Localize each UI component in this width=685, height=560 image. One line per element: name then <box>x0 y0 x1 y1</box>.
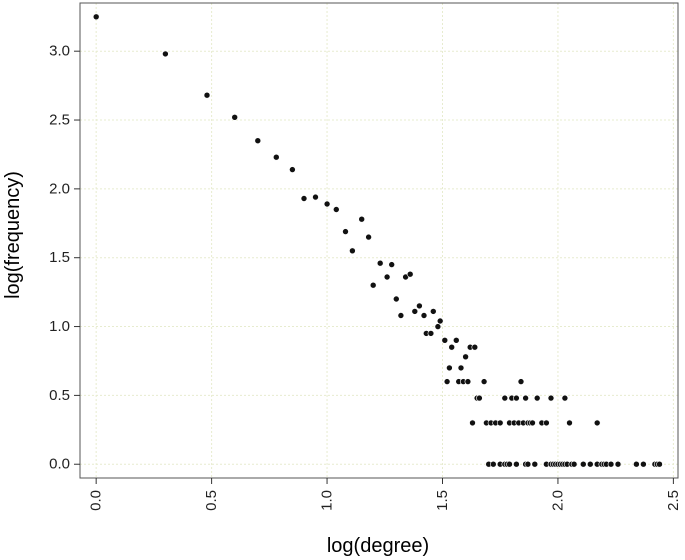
data-point <box>441 336 449 344</box>
data-point <box>332 206 340 213</box>
axis-ticks: 0.0 0.5 1.0 1.5 2.0 2.5 0.0 0.5 1.0 1.5 2.0 2.5 3.0 <box>49 43 682 511</box>
grid <box>80 3 678 478</box>
data-point <box>469 419 476 427</box>
data-point <box>388 261 396 268</box>
data-point <box>524 460 532 468</box>
x-tick-label: 1.0 <box>319 490 336 511</box>
data-point <box>231 114 238 121</box>
data-point <box>547 394 555 402</box>
data-point <box>522 394 529 402</box>
y-tick-label: 0.5 <box>49 387 70 404</box>
y-tick-label: 3.0 <box>49 43 70 60</box>
x-tick-label: 1.5 <box>434 490 451 511</box>
data-point <box>436 317 444 325</box>
data-point <box>342 228 349 235</box>
data-point <box>489 460 497 468</box>
data-point <box>614 460 622 468</box>
y-tick-label: 2.0 <box>49 180 70 197</box>
data-point <box>593 419 601 427</box>
data-point <box>529 419 536 427</box>
data-point <box>312 193 319 201</box>
data-point <box>448 343 456 351</box>
data-point <box>471 343 479 351</box>
data-point <box>358 215 366 223</box>
data-point <box>496 419 504 427</box>
data-point <box>272 153 280 161</box>
data-point <box>656 460 663 468</box>
data-point <box>476 394 483 402</box>
data-point <box>531 460 539 468</box>
data-point <box>462 353 469 361</box>
data-point <box>501 394 509 402</box>
data-point <box>561 394 569 402</box>
x-axis-title: log(degree) <box>327 535 429 557</box>
data-point <box>566 419 573 427</box>
data-point <box>579 460 587 468</box>
data-point <box>640 460 647 468</box>
data-point <box>416 302 423 310</box>
data-point <box>513 394 520 402</box>
data-point <box>543 419 550 427</box>
y-tick-label: 1.5 <box>49 249 70 266</box>
data-point <box>429 308 437 315</box>
y-axis-title: log(frequency) <box>2 171 24 299</box>
data-point <box>406 270 414 278</box>
data-point <box>446 364 453 372</box>
data-point <box>506 460 513 468</box>
data-point <box>533 394 541 402</box>
x-tick-label: 0.5 <box>203 490 220 511</box>
data-point <box>607 460 615 468</box>
data-point <box>397 312 405 319</box>
data-point <box>162 50 169 58</box>
data-point <box>427 330 435 337</box>
data-point <box>392 295 400 303</box>
data-point <box>517 378 525 385</box>
data-point <box>365 233 372 241</box>
data-point <box>411 308 419 315</box>
data-point <box>376 259 384 267</box>
data-point <box>289 166 296 173</box>
y-tick-label: 1.0 <box>49 318 70 335</box>
x-tick-label: 2.0 <box>549 490 566 511</box>
data-point <box>570 460 578 468</box>
data-point <box>457 364 465 372</box>
x-tick-label: 0.0 <box>88 490 105 511</box>
data-point <box>254 137 262 144</box>
data-point <box>203 91 211 99</box>
plot-frame <box>79 2 679 479</box>
data-point <box>349 247 356 255</box>
data-point <box>420 312 428 319</box>
data-point <box>480 378 488 385</box>
data-points <box>92 13 663 468</box>
data-point <box>434 323 442 330</box>
data-point <box>92 13 100 21</box>
data-point <box>323 200 331 208</box>
y-tick-label: 0.0 <box>49 456 70 473</box>
data-point <box>513 460 520 468</box>
data-point <box>452 336 460 344</box>
data-point <box>633 460 640 468</box>
data-point <box>586 460 594 468</box>
data-point <box>369 281 377 289</box>
x-tick-label: 2.5 <box>665 490 682 511</box>
data-point <box>300 195 308 202</box>
data-point <box>464 378 472 385</box>
y-tick-label: 2.5 <box>49 112 70 129</box>
data-point <box>383 273 391 281</box>
data-point <box>443 378 451 385</box>
